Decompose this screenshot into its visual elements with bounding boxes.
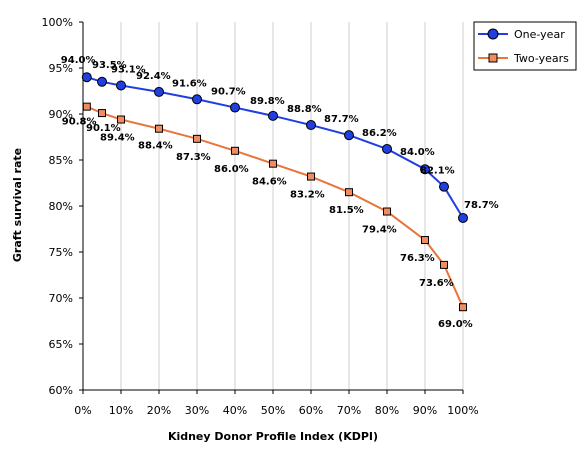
point-marker-one-year xyxy=(116,80,126,91)
series-line-two-years xyxy=(86,105,464,308)
legend: One-year Two-years xyxy=(473,21,577,71)
legend-label-two-years: Two-years xyxy=(513,52,569,65)
axes xyxy=(79,21,464,394)
data-label-one-year: 93.5% xyxy=(92,60,127,71)
data-label-two-years: 81.5% xyxy=(329,205,364,216)
y-tick-label: 80% xyxy=(49,200,73,213)
point-marker-two-years xyxy=(269,159,277,168)
point-marker-two-years xyxy=(307,172,315,181)
data-label-two-years: 86.0% xyxy=(214,164,249,175)
point-marker-two-years xyxy=(440,260,448,269)
point-marker-two-years xyxy=(383,207,391,216)
data-label-two-years: 87.3% xyxy=(176,152,211,163)
data-label-one-year: 88.8% xyxy=(287,104,322,115)
y-tick-label: 100% xyxy=(42,16,73,29)
x-tick-label: 30% xyxy=(185,404,209,417)
data-label-one-year: 82.1% xyxy=(420,166,455,177)
point-marker-two-years xyxy=(345,188,353,197)
data-label-one-year: 93.1% xyxy=(111,64,146,75)
data-label-one-year: 86.2% xyxy=(362,128,397,139)
data-label-two-years: 89.4% xyxy=(100,133,135,144)
y-axis-title: Graft survival rate xyxy=(11,148,24,262)
grid-lines xyxy=(120,22,464,390)
legend-label-one-year: One-year xyxy=(514,28,565,41)
data-label-one-year: 92.4% xyxy=(136,71,171,82)
point-marker-one-year xyxy=(154,86,164,97)
y-tick-label: 90% xyxy=(49,108,73,121)
x-tick-label: 60% xyxy=(299,404,323,417)
point-marker-two-years xyxy=(193,134,201,143)
point-marker-two-years xyxy=(231,146,239,155)
point-marker-one-year xyxy=(439,181,449,192)
point-marker-one-year xyxy=(268,110,278,121)
data-label-one-year: 89.8% xyxy=(250,96,285,107)
y-tick-label: 95% xyxy=(49,62,73,75)
point-marker-one-year xyxy=(81,72,92,83)
data-label-two-years: 83.2% xyxy=(290,190,325,201)
data-label-two-years: 73.6% xyxy=(419,278,454,289)
point-marker-one-year xyxy=(382,143,392,154)
point-marker-two-years xyxy=(98,109,106,118)
data-label-one-year: 84.0% xyxy=(400,147,435,158)
x-tick-labels: 0% 10% 20% 30% 40% 50% 60% 70% 80% 90% 100% xyxy=(74,404,478,417)
point-marker-two-years xyxy=(82,102,91,111)
point-marker-two-years xyxy=(459,303,467,312)
data-label-one-year: 78.7% xyxy=(464,200,499,211)
data-label-one-year: 91.6% xyxy=(172,78,207,89)
point-marker-two-years xyxy=(155,124,163,133)
data-label-two-years: 88.4% xyxy=(138,141,173,152)
data-label-one-year: 87.7% xyxy=(324,114,359,125)
point-marker-two-years xyxy=(421,236,429,245)
point-marker-one-year xyxy=(420,164,430,175)
data-label-two-years: 84.6% xyxy=(252,177,287,188)
data-label-two-years: 79.4% xyxy=(362,225,397,236)
x-tick-label: 70% xyxy=(337,404,361,417)
y-tick-labels: 60% 65% 70% 75% 80% 85% 90% 95% 100% xyxy=(42,16,73,397)
data-label-two-years: 90.8% xyxy=(62,117,97,128)
x-tick-label: 90% xyxy=(413,404,437,417)
x-tick-label: 80% xyxy=(375,404,399,417)
series-group xyxy=(81,72,468,312)
point-marker-one-year xyxy=(97,76,107,87)
y-tick-label: 85% xyxy=(49,154,73,167)
data-label-two-years: 90.1% xyxy=(86,123,121,134)
x-tick-label: 20% xyxy=(147,404,171,417)
point-marker-one-year xyxy=(458,212,468,223)
y-tick-label: 60% xyxy=(49,384,73,397)
point-marker-one-year xyxy=(306,120,316,131)
legend-marker-one-year xyxy=(487,28,499,40)
y-tick-label: 75% xyxy=(49,246,73,259)
data-label-one-year: 94.0% xyxy=(61,55,96,66)
y-tick-label: 70% xyxy=(49,292,73,305)
x-tick-label: 40% xyxy=(223,404,247,417)
x-tick-label: 50% xyxy=(261,404,285,417)
point-marker-one-year xyxy=(230,102,240,113)
legend-marker-two-years xyxy=(488,53,498,63)
y-tick-label: 65% xyxy=(49,338,73,351)
point-marker-one-year xyxy=(192,94,202,105)
data-label-two-years: 69.0% xyxy=(438,319,473,330)
point-marker-two-years xyxy=(117,115,125,124)
data-label-one-year: 90.7% xyxy=(211,87,246,98)
point-marker-one-year xyxy=(344,130,354,141)
data-labels: 94.0%93.5%93.1%92.4%91.6% 90.7% 89.8%88.8%… xyxy=(61,55,499,330)
x-tick-label: 100% xyxy=(447,404,478,417)
data-label-two-years: 76.3% xyxy=(400,253,435,264)
x-axis-title: Kidney Donor Profile Index (KDPI) xyxy=(168,430,378,443)
x-tick-label: 10% xyxy=(109,404,133,417)
x-tick-label: 0% xyxy=(74,404,91,417)
